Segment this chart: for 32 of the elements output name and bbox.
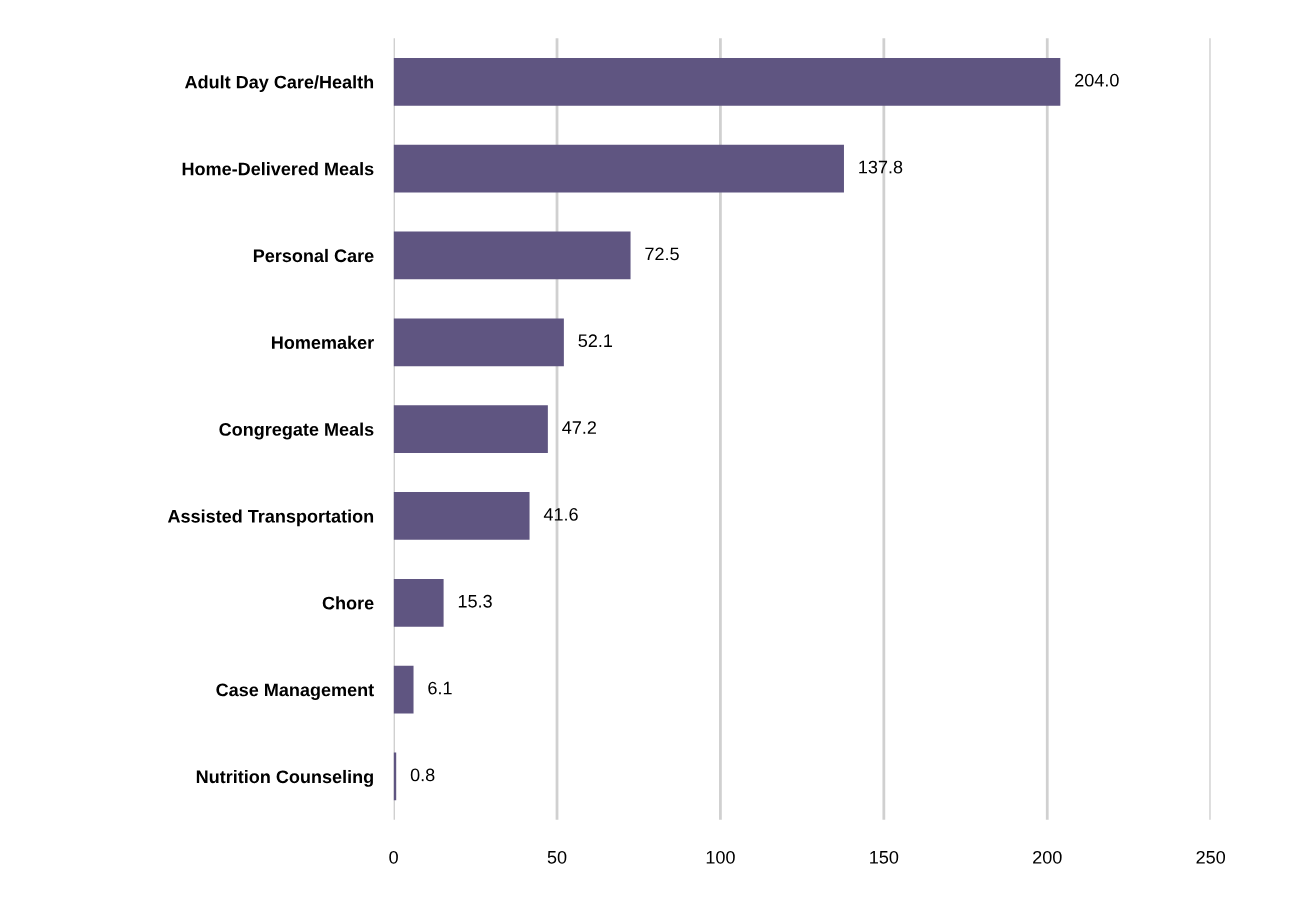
bar bbox=[393, 231, 631, 280]
y-tick-label: Personal Care bbox=[253, 248, 374, 263]
bar bbox=[393, 665, 414, 714]
y-tick-label: Chore bbox=[322, 596, 374, 610]
y-tick-label: Nutrition Counseling bbox=[196, 769, 373, 787]
y-tick-label: Homemaker bbox=[271, 335, 374, 349]
x-tick-label: 250 bbox=[1196, 850, 1226, 864]
bar bbox=[393, 144, 844, 193]
data-label: 15.3 bbox=[458, 594, 492, 608]
y-tick-label: Congregate Meals bbox=[219, 422, 374, 440]
bar bbox=[393, 405, 548, 453]
data-label: 47.2 bbox=[562, 421, 596, 434]
x-tick-label: 100 bbox=[706, 850, 735, 864]
y-tick-label: Home-Delivered Meals bbox=[182, 162, 374, 176]
y-tick-label: Adult Day Care/Health bbox=[184, 75, 374, 93]
x-tick-label: 0 bbox=[389, 850, 398, 864]
bar bbox=[393, 578, 444, 627]
bar bbox=[393, 57, 1061, 106]
data-label: 52.1 bbox=[578, 334, 613, 348]
data-label: 0.8 bbox=[410, 768, 435, 782]
bar bbox=[393, 318, 564, 367]
data-label: 204.0 bbox=[1075, 73, 1119, 87]
bar bbox=[393, 492, 530, 540]
y-tick-label: Assisted Transportation bbox=[167, 509, 374, 527]
data-label: 72.5 bbox=[645, 247, 679, 261]
data-label: 6.1 bbox=[428, 681, 452, 695]
x-tick-label: 150 bbox=[870, 850, 899, 864]
x-tick-label: 200 bbox=[1033, 850, 1062, 864]
x-tick-label: 50 bbox=[547, 850, 567, 864]
y-tick-label: Case Management bbox=[216, 683, 374, 700]
data-label: 41.6 bbox=[543, 508, 578, 521]
data-label: 137.8 bbox=[859, 160, 903, 174]
